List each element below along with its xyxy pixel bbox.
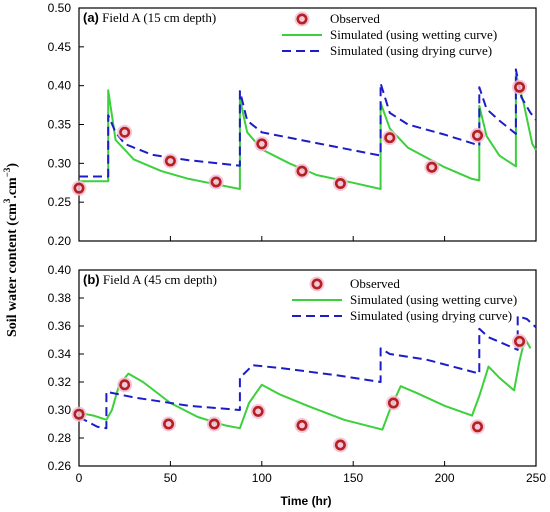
y-axis-label-end: ) [5, 163, 20, 168]
x-tick-label: 250 [526, 471, 546, 485]
panel-tag: (a) [83, 10, 99, 25]
observed-point [208, 418, 220, 430]
y-tick-label: 0.35 [48, 118, 72, 132]
legend-label: Simulated (using drying curve) [330, 43, 492, 58]
y-tick-label: 0.36 [48, 319, 72, 333]
x-tick-label: 50 [164, 471, 178, 485]
y-tick-label: 0.40 [48, 263, 72, 277]
x-axis-label: Time (hr) [280, 494, 331, 508]
wetting-curve-line [79, 73, 537, 190]
legend-label: Simulated (using wetting curve) [350, 292, 517, 307]
observed-point [472, 421, 484, 433]
observed-point [514, 81, 526, 93]
panel-title: (a) Field A (15 cm depth) [83, 10, 216, 25]
observed-point [334, 439, 346, 451]
observed-point [163, 418, 175, 430]
observed-point [73, 408, 85, 420]
observed-point [426, 161, 438, 173]
observed-point [296, 419, 308, 431]
legend-label: Observed [350, 276, 400, 291]
drying-curve-line [79, 68, 537, 178]
legend-label: Simulated (using drying curve) [350, 308, 512, 323]
panel-a: 0.20 0.25 0.30 0.35 0.40 0.45 0.50 (a) Field A … [48, 1, 537, 248]
observed-point [384, 132, 396, 144]
y-tick-label: 0.30 [48, 156, 72, 170]
y-tick-label: 0.32 [48, 375, 72, 389]
observed-point [514, 335, 526, 347]
y-tick-label: 0.30 [48, 403, 72, 417]
y-tick-label: 0.20 [48, 234, 72, 248]
x-tick-label: 0 [76, 471, 83, 485]
observed-point [164, 155, 176, 167]
y-tick-label: 0.25 [48, 195, 72, 209]
observed-point [387, 397, 399, 409]
x-tick-label: 100 [252, 471, 272, 485]
legend-label: Simulated (using wetting curve) [330, 27, 497, 42]
legend-observed-marker [311, 278, 323, 290]
panel-title-text: Field A (45 cm depth) [100, 272, 217, 287]
observed-point [296, 165, 308, 177]
observed-point [334, 178, 346, 190]
y-axis-label-sup2: −3 [2, 167, 12, 177]
panel-b: 0.26 0.28 0.30 0.32 0.34 0.36 0.38 0.40 0 50 100 15… [48, 263, 547, 485]
y-axis-label-mid: .cm [5, 177, 20, 199]
y-tick-label: 0.50 [48, 1, 72, 15]
panel-title: (b) Field A (45 cm depth) [83, 272, 217, 287]
x-tick-label: 150 [343, 471, 363, 485]
y-axis-label-sup1: 3 [2, 198, 12, 203]
x-tick-label: 200 [435, 471, 455, 485]
observed-point [252, 405, 264, 417]
drying-curve-line [78, 315, 537, 430]
wetting-curve-line [78, 337, 532, 431]
legend-observed-marker [296, 13, 308, 25]
observed-point [73, 182, 85, 194]
y-tick-label: 0.45 [48, 40, 72, 54]
observed-point [119, 126, 131, 138]
panel-tag: (b) [83, 272, 100, 287]
y-tick-label: 0.38 [48, 291, 72, 305]
y-axis-label: Soil water content (cm3.cm−3) [2, 163, 20, 337]
y-tick-label: 0.34 [48, 347, 72, 361]
panel-title-text: Field A (15 cm depth) [99, 10, 216, 25]
observed-point [256, 138, 268, 150]
plot-frame [78, 269, 537, 467]
observed-point [210, 176, 222, 188]
y-tick-label: 0.28 [48, 431, 72, 445]
y-axis-label-main: Soil water content (cm [5, 203, 20, 337]
y-tick-label: 0.40 [48, 79, 72, 93]
y-tick-label: 0.26 [48, 459, 72, 473]
observed-point [119, 379, 131, 391]
legend-label: Observed [330, 11, 380, 26]
observed-point [472, 129, 484, 141]
